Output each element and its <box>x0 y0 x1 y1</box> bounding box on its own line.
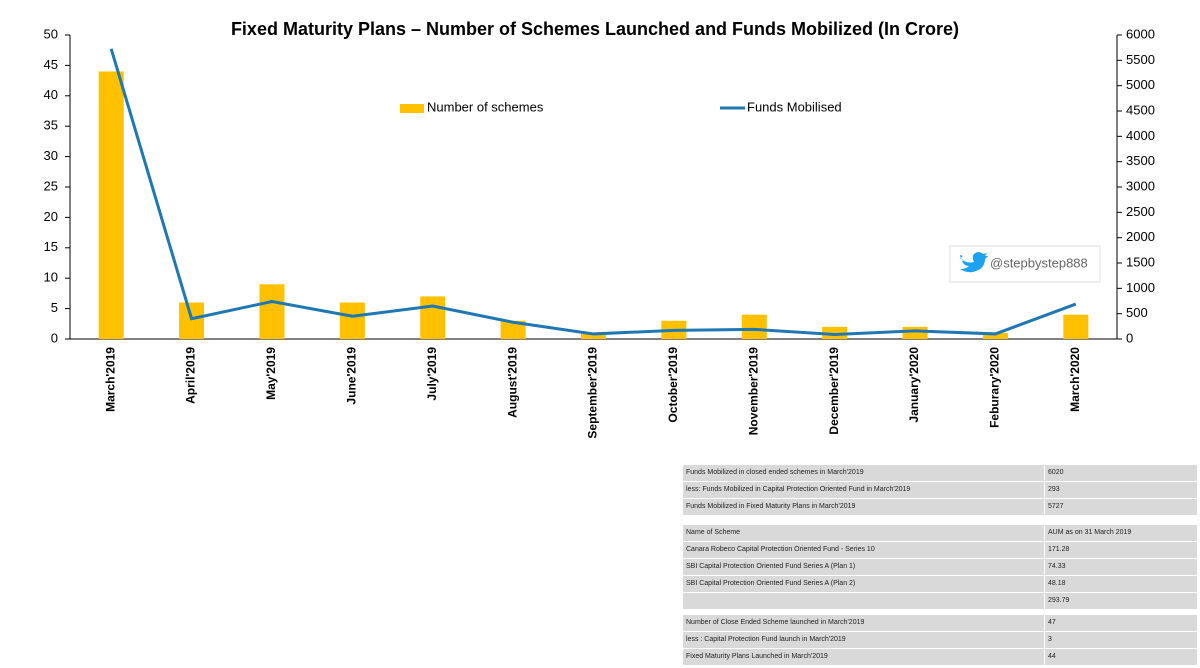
x-tick-label: July'2019 <box>425 347 439 401</box>
y2-tick-label: 1000 <box>1126 280 1155 295</box>
x-tick-label: May'2019 <box>264 347 278 400</box>
line <box>109 48 1077 336</box>
x-tick-label: November'2019 <box>746 347 760 436</box>
x-tick-label: March'2020 <box>1068 347 1082 412</box>
table-row: SBI Capital Protection Oriented Fund Ser… <box>683 576 1197 593</box>
x-tick-label: Feburary'2020 <box>988 347 1002 428</box>
y2-tick-label: 3500 <box>1126 153 1155 168</box>
y2-tick-label: 500 <box>1126 305 1148 320</box>
legend-swatch <box>400 104 424 113</box>
table-cell: 5727 <box>1048 503 1064 510</box>
y2-tick-label: 5000 <box>1126 77 1155 92</box>
x-tick-label: August'2019 <box>505 347 519 418</box>
x-tick-label: December'2019 <box>827 347 841 435</box>
y-tick-label: 15 <box>44 239 58 254</box>
bar <box>741 314 767 339</box>
y2-tick-label: 4500 <box>1126 102 1155 117</box>
table-cell: 48.18 <box>1048 580 1066 587</box>
table-cell: SBI Capital Protection Oriented Fund Ser… <box>683 559 1045 575</box>
table-row: Funds Mobilized in closed ended schemes … <box>683 465 1197 482</box>
table-cell: SBI Capital Protection Oriented Fund Ser… <box>683 576 1045 592</box>
table-cell: 6020 <box>1048 469 1064 476</box>
y-tick-label: 45 <box>44 57 58 72</box>
table-cell: 171.28 <box>1048 546 1070 553</box>
y-tick-label: 5 <box>51 300 58 315</box>
table-row: SBI Capital Protection Oriented Fund Ser… <box>683 559 1197 576</box>
table-cell: Canara Robeco Capital Protection Oriente… <box>683 542 1045 558</box>
chart-title: Fixed Maturity Plans – Number of Schemes… <box>231 19 959 39</box>
y2-tick-label: 3000 <box>1126 178 1155 193</box>
y2-tick-label: 2000 <box>1126 229 1155 244</box>
y-tick-label: 10 <box>44 270 58 285</box>
table-cell <box>683 593 1045 609</box>
table: Name of Scheme AUM as on 31 March 2019 Can… <box>683 525 1197 610</box>
table-cell: 3 <box>1048 636 1052 643</box>
table-cell: Fixed Maturity Plans Launched in March'2… <box>683 649 1045 665</box>
bar <box>179 302 205 339</box>
twitter-icon <box>960 252 988 273</box>
x-tick-label: March'2019 <box>103 347 117 412</box>
bar <box>259 284 285 339</box>
y-tick-label: 0 <box>51 330 58 345</box>
table-cell: 44 <box>1048 653 1056 660</box>
watermark: @stepbystep888 <box>990 255 1088 270</box>
bar <box>581 332 606 339</box>
table-row: Number of Close Ended Scheme launched in… <box>683 615 1197 632</box>
table-cell: less : Capital Protection Fund launch in… <box>683 632 1045 648</box>
x-tick-label: June'2019 <box>345 347 359 405</box>
y2-tick-label: 2500 <box>1126 204 1155 219</box>
bar <box>902 326 928 339</box>
table-cell: 74.33 <box>1048 563 1066 570</box>
y2-tick-label: 6000 <box>1126 26 1155 41</box>
table-row: Canara Robeco Capital Protection Oriente… <box>683 542 1197 559</box>
table-cell: AUM as on 31 March 2019 <box>1048 529 1132 536</box>
chart: Fixed Maturity Plans – Number of Schemes… <box>44 19 1155 439</box>
y2-tick-label: 4000 <box>1126 128 1155 143</box>
legend-label: Number of schemes <box>427 99 544 114</box>
table-cell: Funds Mobilized in closed ended schemes … <box>683 465 1045 481</box>
y-tick-label: 20 <box>44 209 58 224</box>
table-row: Funds Mobilized in Fixed Maturity Plans … <box>683 499 1197 516</box>
table-cell: less: Funds Mobilized in Capital Protect… <box>683 482 1045 498</box>
table-cell: Funds Mobilized in Fixed Maturity Plans … <box>683 499 1045 515</box>
table-row: 293.79 <box>683 593 1197 610</box>
bar <box>1063 314 1089 339</box>
y-tick-label: 30 <box>44 148 58 163</box>
x-tick-label: October'2019 <box>666 347 680 423</box>
x-tick-label: April'2019 <box>184 347 198 404</box>
bar <box>500 320 526 339</box>
y2-tick-label: 0 <box>1126 330 1133 345</box>
table-row: less : Capital Protection Fund launch in… <box>683 632 1197 649</box>
bar <box>420 296 446 339</box>
y-tick-label: 35 <box>44 118 58 133</box>
table-row: less: Funds Mobilized in Capital Protect… <box>683 482 1197 499</box>
table-cell: Name of Scheme <box>683 525 1045 541</box>
x-tick-label: September'2019 <box>586 347 600 439</box>
table-cell: 47 <box>1048 619 1056 626</box>
table: Number of Close Ended Scheme launched in… <box>683 615 1197 666</box>
bar <box>339 302 365 339</box>
legend-label: Funds Mobilised <box>747 99 842 114</box>
y-tick-label: 25 <box>44 178 58 193</box>
y-tick-label: 50 <box>44 26 58 41</box>
bar <box>982 332 1008 339</box>
y2-tick-label: 5500 <box>1126 52 1155 67</box>
bar <box>822 326 848 339</box>
y-tick-label: 40 <box>44 87 58 102</box>
table-cell: 293 <box>1048 486 1060 493</box>
table-row: Name of Scheme AUM as on 31 March 2019 <box>683 525 1197 542</box>
table-cell: Number of Close Ended Scheme launched in… <box>683 615 1045 631</box>
bar <box>98 71 124 339</box>
y2-tick-label: 1500 <box>1126 254 1155 269</box>
table-row: Fixed Maturity Plans Launched in March'2… <box>683 649 1197 666</box>
table: Funds Mobilized in closed ended schemes … <box>683 465 1197 516</box>
table-cell: 293.79 <box>1048 597 1070 604</box>
x-tick-label: January'2020 <box>907 347 921 423</box>
